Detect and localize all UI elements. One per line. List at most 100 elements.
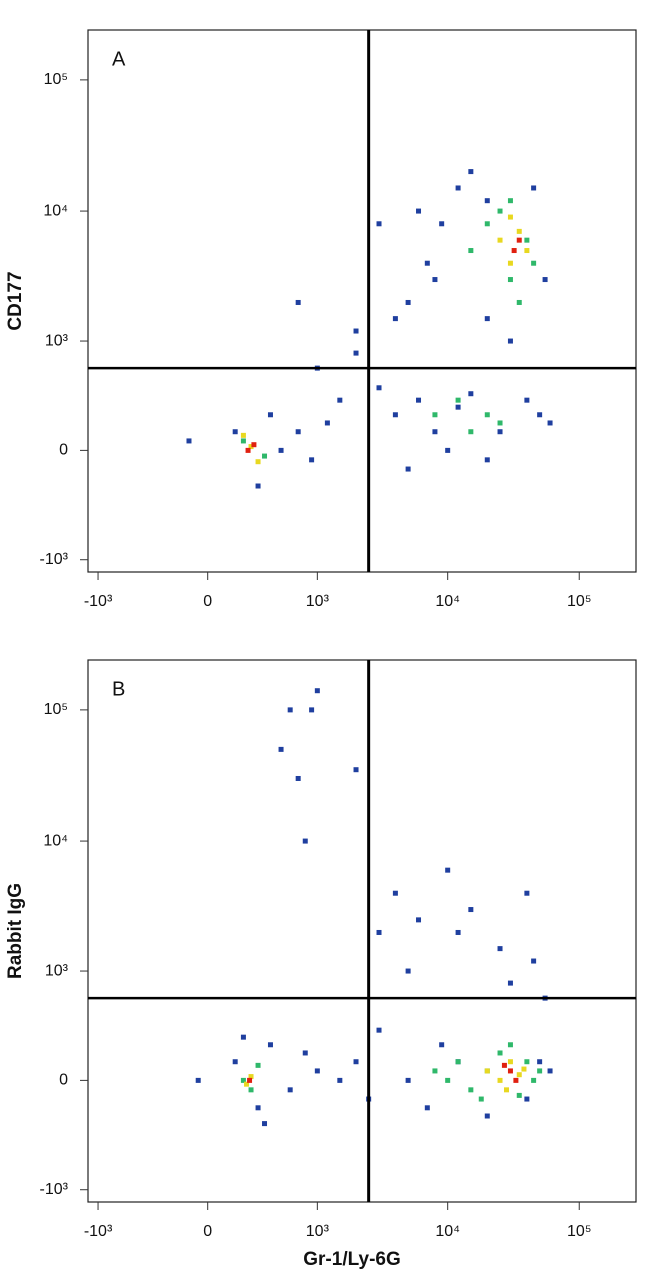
data-point [262, 453, 268, 459]
y-tick-label: 10⁴ [43, 832, 68, 849]
data-point [255, 483, 261, 489]
data-point [501, 1062, 507, 1068]
data-point [521, 1066, 527, 1072]
data-point [295, 775, 301, 781]
data-point [445, 867, 451, 873]
data-point [455, 404, 461, 410]
data-point [376, 221, 382, 227]
data-point [507, 980, 513, 986]
x-tick-label: 0 [203, 1223, 212, 1240]
plot-frame [87, 659, 637, 1203]
panel-label: B [112, 678, 125, 700]
x-tick-label: 0 [203, 593, 212, 610]
data-point [531, 185, 537, 191]
data-point [195, 1077, 201, 1083]
data-point [240, 1034, 246, 1040]
data-point [405, 968, 411, 974]
data-point [278, 746, 284, 752]
data-point [484, 1068, 490, 1074]
data-point [445, 1077, 451, 1083]
data-point [392, 316, 398, 322]
y-axis-label: CD177 [5, 271, 26, 330]
data-point [468, 1087, 474, 1093]
data-point [353, 1059, 359, 1065]
data-point [353, 767, 359, 773]
data-point [507, 1059, 513, 1065]
data-point [416, 208, 422, 214]
data-point [376, 385, 382, 391]
data-point [468, 248, 474, 254]
data-point [248, 444, 254, 450]
data-point [295, 299, 301, 305]
data-point [416, 397, 422, 403]
data-point [376, 1027, 382, 1033]
data-point [302, 1050, 308, 1056]
data-point [497, 208, 503, 214]
data-point [248, 1074, 254, 1080]
y-tick-label: 10⁵ [44, 71, 68, 88]
data-point [244, 1081, 250, 1087]
data-point [248, 1087, 254, 1093]
data-point [337, 397, 343, 403]
data-point [255, 1062, 261, 1068]
data-point [455, 1059, 461, 1065]
data-point [424, 260, 430, 266]
data-point [484, 457, 490, 463]
data-point [484, 198, 490, 204]
data-point [247, 1077, 253, 1083]
data-point [537, 1068, 543, 1074]
data-point [416, 917, 422, 923]
data-point [240, 432, 246, 438]
data-point [497, 429, 503, 435]
data-point [516, 1092, 522, 1098]
data-point [240, 1077, 246, 1083]
y-tick-label: 0 [59, 1072, 68, 1089]
data-point [497, 420, 503, 426]
data-point [537, 1059, 543, 1065]
data-point [484, 221, 490, 227]
data-point [405, 466, 411, 472]
data-point [309, 457, 315, 463]
data-point [524, 1096, 530, 1102]
data-point [262, 1121, 268, 1127]
data-point [353, 328, 359, 334]
data-point [484, 316, 490, 322]
data-point [468, 429, 474, 435]
data-point [511, 248, 517, 254]
data-point [524, 397, 530, 403]
data-point [524, 237, 530, 243]
data-point [392, 412, 398, 418]
data-point [353, 350, 359, 356]
x-tick-label: 10⁴ [435, 1223, 460, 1240]
panel-label: A [112, 48, 126, 70]
data-point [524, 890, 530, 896]
data-point [507, 260, 513, 266]
x-tick-label: -10³ [84, 1223, 113, 1240]
y-axis-label: Rabbit IgG [5, 883, 26, 979]
data-point [455, 929, 461, 935]
data-point [392, 890, 398, 896]
data-point [507, 198, 513, 204]
data-point [255, 459, 261, 465]
y-tick-label: 0 [59, 442, 68, 459]
data-point [314, 688, 320, 694]
data-point [497, 1077, 503, 1083]
data-point [337, 1077, 343, 1083]
data-point [439, 221, 445, 227]
data-point [278, 447, 284, 453]
data-point [516, 299, 522, 305]
data-point [251, 442, 257, 448]
data-point [267, 412, 273, 418]
y-tick-label: 10⁵ [44, 701, 68, 718]
data-point [516, 237, 522, 243]
data-point [439, 1042, 445, 1048]
data-point [484, 412, 490, 418]
data-point [504, 1087, 510, 1093]
data-point [255, 1105, 261, 1111]
x-tick-label: 10³ [306, 1223, 330, 1240]
data-point [287, 1087, 293, 1093]
data-point [507, 277, 513, 283]
data-point [232, 429, 238, 435]
x-axis-label: Gr-1/Ly-6G [303, 1249, 401, 1270]
